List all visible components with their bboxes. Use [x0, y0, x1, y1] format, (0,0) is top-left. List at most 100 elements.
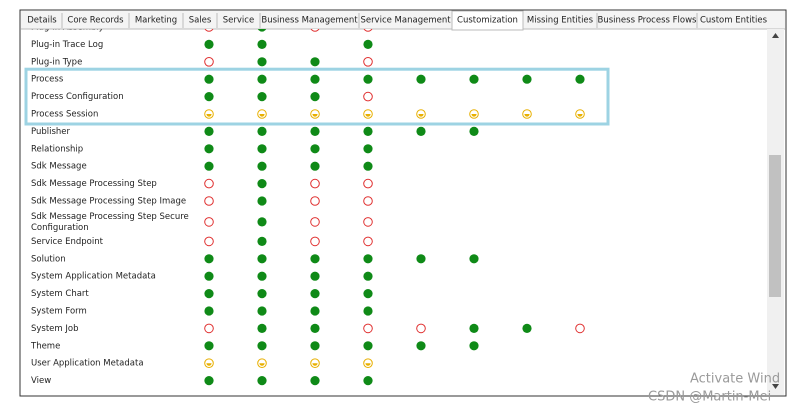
- privilege-none[interactable]: [204, 196, 214, 206]
- privilege-none[interactable]: [310, 196, 320, 206]
- privilege-full[interactable]: [257, 22, 267, 32]
- privilege-full[interactable]: [257, 236, 267, 246]
- privilege-full[interactable]: [363, 306, 373, 316]
- privilege-full[interactable]: [522, 323, 532, 333]
- privilege-full[interactable]: [257, 376, 267, 386]
- privilege-full[interactable]: [363, 161, 373, 171]
- privilege-full[interactable]: [363, 376, 373, 386]
- privilege-full[interactable]: [257, 289, 267, 299]
- privilege-full[interactable]: [310, 74, 320, 84]
- privilege-full[interactable]: [469, 341, 479, 351]
- privilege-none[interactable]: [310, 23, 320, 32]
- privilege-full[interactable]: [257, 39, 267, 50]
- privilege-full[interactable]: [310, 126, 320, 136]
- privilege-none[interactable]: [204, 323, 214, 334]
- privilege-full[interactable]: [257, 217, 267, 227]
- privilege-full[interactable]: [363, 74, 373, 84]
- privilege-full[interactable]: [204, 271, 214, 281]
- privilege-full[interactable]: [469, 254, 479, 264]
- tab[interactable]: Marketing: [135, 16, 177, 26]
- privilege-full[interactable]: [310, 271, 320, 281]
- privilege-full[interactable]: [469, 74, 479, 84]
- privilege-none[interactable]: [310, 217, 320, 227]
- privilege-full[interactable]: [575, 74, 585, 84]
- privilege-full[interactable]: [204, 92, 214, 102]
- privilege-full[interactable]: [416, 254, 426, 264]
- privilege-none[interactable]: [204, 57, 214, 67]
- privilege-full[interactable]: [363, 271, 373, 281]
- privilege-full[interactable]: [310, 289, 320, 299]
- privilege-none[interactable]: [363, 217, 373, 227]
- privilege-full[interactable]: [204, 376, 214, 386]
- tab[interactable]: Missing Entities: [527, 16, 594, 26]
- privilege-full[interactable]: [257, 57, 267, 67]
- privilege-full[interactable]: [310, 92, 320, 102]
- privilege-none[interactable]: [363, 57, 373, 67]
- tab[interactable]: Service Management: [360, 16, 451, 26]
- privilege-none[interactable]: [363, 236, 373, 247]
- privilege-full[interactable]: [416, 341, 426, 351]
- privilege-full[interactable]: [310, 323, 320, 333]
- scroll-thumb[interactable]: [769, 155, 781, 297]
- privilege-full[interactable]: [310, 161, 320, 171]
- tab[interactable]: Business Process Flows: [598, 16, 698, 26]
- privilege-full[interactable]: [522, 74, 532, 84]
- privilege-full[interactable]: [257, 196, 267, 206]
- tab[interactable]: Core Records: [67, 16, 124, 26]
- privilege-full[interactable]: [257, 179, 267, 189]
- privilege-full[interactable]: [363, 289, 373, 299]
- privilege-none[interactable]: [363, 23, 373, 32]
- privilege-none[interactable]: [363, 196, 373, 206]
- privilege-full[interactable]: [204, 289, 214, 299]
- tab[interactable]: Custom Entities: [700, 16, 768, 26]
- tab[interactable]: Sales: [189, 16, 212, 26]
- scroll-down[interactable]: [772, 384, 779, 389]
- privilege-none[interactable]: [363, 91, 373, 102]
- privilege-full[interactable]: [204, 306, 214, 316]
- privilege-full[interactable]: [416, 74, 426, 84]
- privilege-full[interactable]: [310, 341, 320, 351]
- privilege-full[interactable]: [257, 271, 267, 281]
- privilege-none[interactable]: [363, 178, 373, 189]
- privilege-none[interactable]: [204, 217, 214, 227]
- tab[interactable]: Customization: [457, 16, 518, 26]
- privilege-full[interactable]: [363, 341, 373, 351]
- privilege-none[interactable]: [310, 178, 320, 189]
- privilege-full[interactable]: [204, 161, 214, 171]
- privilege-none[interactable]: [204, 23, 214, 32]
- privilege-full[interactable]: [310, 306, 320, 316]
- privilege-none[interactable]: [310, 236, 320, 247]
- tab[interactable]: Business Management: [261, 16, 358, 26]
- privilege-full[interactable]: [257, 92, 267, 102]
- privilege-full[interactable]: [204, 74, 214, 84]
- privilege-full[interactable]: [310, 376, 320, 386]
- privilege-full[interactable]: [204, 126, 214, 136]
- privilege-full[interactable]: [257, 254, 267, 264]
- tab[interactable]: Service: [223, 16, 254, 26]
- privilege-none[interactable]: [204, 178, 214, 189]
- privilege-full[interactable]: [204, 341, 214, 351]
- privilege-full[interactable]: [257, 74, 267, 84]
- privilege-full[interactable]: [310, 57, 320, 67]
- privilege-full[interactable]: [204, 39, 214, 50]
- scroll-up[interactable]: [772, 33, 779, 38]
- privilege-none[interactable]: [204, 236, 214, 247]
- privilege-full[interactable]: [204, 144, 214, 154]
- privilege-full[interactable]: [257, 126, 267, 136]
- privilege-none[interactable]: [575, 323, 585, 334]
- privilege-full[interactable]: [363, 144, 373, 154]
- privilege-full[interactable]: [310, 254, 320, 264]
- privilege-full[interactable]: [469, 323, 479, 333]
- tab[interactable]: Details: [27, 16, 57, 26]
- privilege-full[interactable]: [257, 323, 267, 333]
- privilege-none[interactable]: [416, 323, 426, 334]
- privilege-full[interactable]: [257, 144, 267, 154]
- privilege-none[interactable]: [363, 323, 373, 334]
- privilege-full[interactable]: [257, 306, 267, 316]
- privilege-full[interactable]: [363, 254, 373, 264]
- privilege-full[interactable]: [204, 254, 214, 264]
- privilege-full[interactable]: [310, 144, 320, 154]
- privilege-full[interactable]: [257, 341, 267, 351]
- privilege-full[interactable]: [416, 126, 426, 136]
- privilege-full[interactable]: [363, 39, 373, 50]
